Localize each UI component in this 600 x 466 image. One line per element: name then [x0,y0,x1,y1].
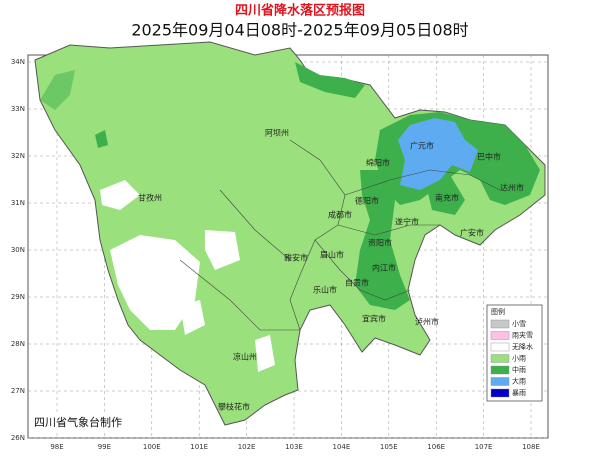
city-label: 雅安市 [284,253,308,263]
no-rain-area [205,230,240,270]
legend-swatch [490,331,510,340]
prefecture-boundary [179,259,300,331]
city-label: 达州市 [500,183,524,193]
subtitle: 2025年09月04日08时-2025年09月05日08时 [131,21,468,40]
credit-box [30,414,148,431]
city-label: 遂宁市 [395,217,419,227]
moderate-rain-area [355,170,410,310]
title: 四川省降水落区预报图 [235,3,365,19]
no-rain-area [180,300,205,335]
legend-label: 无降水 [512,342,533,351]
boundaries [179,139,501,331]
city-label: 凉山州 [233,352,257,362]
legend-label: 大雨 [512,377,526,386]
lat-label: 32N [11,152,25,160]
province [34,41,546,426]
prefecture-boundary [219,189,291,261]
city-label: 巴中市 [477,152,501,162]
lat-label: 34N [11,58,25,66]
lon-label: 108E [522,443,540,451]
lon-label: 100E [143,443,161,451]
no-rain-area [100,180,140,210]
moderate-rain-area [95,130,108,148]
legend-label: 雨夹雪 [512,331,533,340]
city-labels: 阿坝州 广元市 巴中市 绵阳市 达州市 甘孜州 德阳市 南充市 成都市 遂宁市 … [138,129,524,412]
city-label: 眉山市 [320,250,344,260]
city-label: 宜宾市 [362,314,386,324]
legend-swatch [490,365,510,375]
lat-label: 31N [11,199,25,207]
lon-label: 106E [427,443,445,451]
lat-label: 33N [11,105,25,113]
city-label: 阿坝州 [265,129,289,138]
legend-swatch [490,319,510,329]
moderate-rain-area [425,175,465,215]
city-label: 资阳市 [368,238,392,248]
lon-label: 103E [285,443,303,451]
city-label: 乐山市 [313,285,337,295]
heavy-rain-area [398,118,478,190]
prefecture-boundary [344,169,501,196]
lon-label: 99E [98,443,111,451]
lon-label: 107E [475,443,493,451]
moderate-rain-area [295,62,365,98]
lat-label: 26N [11,434,25,442]
city-label: 攀枝花市 [218,402,250,412]
lat-label: 29N [11,293,25,301]
city-label: 甘孜州 [138,193,162,203]
credit: 四川省气象台制作 [34,415,122,429]
city-label: 内江市 [372,263,396,273]
no-rain-area [110,235,200,330]
city-label: 绵阳市 [366,158,390,168]
legend-label: 小雨 [512,354,526,363]
no-rain-area [255,335,275,372]
lon-label: 104E [333,443,351,451]
legend-title: 图例 [491,307,505,316]
lat-label: 30N [11,246,25,254]
city-label: 广元市 [410,141,434,151]
legend-label: 小雪 [512,319,526,328]
prefecture-boundary [337,224,440,236]
legend-swatch [490,388,510,398]
prefecture-boundary [289,139,346,331]
lat-label: 28N [11,340,25,348]
legend-label: 暴雨 [512,389,526,397]
lon-label: 105E [380,443,398,451]
city-label: 南充市 [435,193,459,203]
city-label: 成都市 [328,210,352,220]
city-label: 德阳市 [355,196,379,206]
prefecture-boundary [314,239,411,301]
lon-label: 101E [190,443,208,451]
legend-swatch [490,342,510,352]
graticule: 34N 33N 32N 31N 30N 29N 28N 27N 26N 98E 99E 100E 101… [11,55,548,451]
legend-swatch [490,354,510,363]
legend-swatch [490,377,510,386]
moderate-rain-area [40,70,75,110]
lon-label: 98E [50,443,63,451]
city-label: 泸州市 [415,317,439,327]
lon-label: 102E [238,443,256,451]
city-label: 广安市 [460,228,484,238]
lat-label: 27N [11,387,25,395]
legend-label: 中雨 [512,365,526,374]
city-label: 自贡市 [345,278,369,288]
